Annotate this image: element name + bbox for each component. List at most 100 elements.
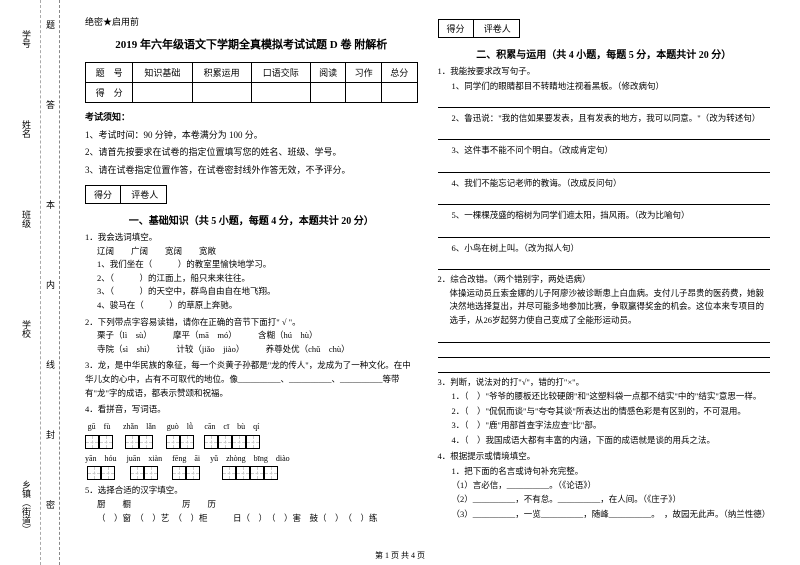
th: 总分	[381, 63, 417, 83]
td: 得 分	[86, 83, 133, 103]
answer-line[interactable]	[438, 226, 771, 238]
q-stem: 1．我能按要求改写句子。	[438, 65, 771, 79]
instructions: 考试须知： 1、考试时间：90 分钟，本卷满分为 100 分。 2、请首先按要求…	[85, 111, 418, 177]
q-sub: 1．把下面的名言或诗句补充完整。	[438, 464, 771, 478]
char-options: 厨 橱 厉 历	[85, 498, 418, 512]
question-2-4: 4．根据提示或情境填空。 1．把下面的名言或诗句补充完整。 （1）言必信，___…	[438, 450, 771, 521]
margin-label: 学校	[20, 320, 33, 338]
q-item: 1．（ ）"爷爷的腰板还比较硬朗"和"这塑料袋一点都不结实"中的"结实"意思一样…	[438, 389, 771, 403]
char-box[interactable]	[130, 466, 144, 480]
margin-label: 班级	[20, 210, 33, 228]
q-stem: 4．根据提示或情境填空。	[438, 450, 771, 464]
blank-cell[interactable]	[346, 83, 382, 103]
blank-cell[interactable]	[192, 83, 251, 103]
cut-mark: 题	[44, 20, 57, 29]
pinyin-label: yān hóu	[85, 453, 117, 466]
char-box[interactable]	[218, 435, 232, 449]
char-box[interactable]	[101, 466, 115, 480]
char-box[interactable]	[246, 435, 260, 449]
q-item: （1）言必信，__________。（《论语》）	[438, 478, 771, 492]
grader-label: 评卷人	[476, 20, 519, 37]
answer-line[interactable]	[438, 161, 771, 173]
answer-line[interactable]	[438, 258, 771, 270]
answer-line[interactable]	[438, 361, 771, 373]
th: 口语交际	[251, 63, 310, 83]
answer-line[interactable]	[438, 128, 771, 140]
char-box[interactable]	[166, 435, 180, 449]
q-item: 2．（ ）"侃侃而谈"与"夸夸其谈"所表达出的情感色彩是有区别的，不可混用。	[438, 404, 771, 418]
score-label: 得分	[439, 20, 474, 37]
score-table: 题 号 知识基础 积累运用 口语交际 阅读 习作 总分 得 分	[85, 62, 418, 103]
binding-margin: 学号 姓名 班级 学校 乡镇（街道） 题 答 本 内 线 封 密	[0, 0, 60, 565]
q-item: 4、骏马在（ ）的草原上奔驰。	[85, 299, 418, 313]
pinyin-label: cān cī bù qí	[204, 421, 259, 434]
q-item: （3）__________，一览__________，随峰__________。…	[438, 507, 771, 521]
char-box[interactable]	[99, 435, 113, 449]
char-group: yān hóu	[85, 453, 117, 481]
pinyin-label: zhǎn lǎn	[123, 421, 156, 434]
char-box[interactable]	[172, 466, 186, 480]
q-stem: 3．判断，说法对的打"√"，错的打"×"。	[438, 376, 771, 390]
right-column: 得分 评卷人 二、积累与运用（共 4 小题，每题 5 分，本题共计 20 分） …	[428, 15, 781, 555]
margin-label: 学号	[20, 30, 33, 48]
char-box[interactable]	[85, 435, 99, 449]
q-item: 栗子（lì sù） 摩平（mā mó） 含糊（hú hù）	[85, 329, 418, 343]
answer-line[interactable]	[438, 193, 771, 205]
blank-cell[interactable]	[133, 83, 192, 103]
instruction-item: 1、考试时间：90 分钟，本卷满分为 100 分。	[85, 129, 418, 143]
score-label: 得分	[86, 186, 121, 203]
blank-cell[interactable]	[310, 83, 346, 103]
q-stem: 5．选择合适的汉字填空。	[85, 484, 418, 498]
char-box[interactable]	[87, 466, 101, 480]
cut-mark: 答	[44, 100, 57, 109]
char-group: zhǎn lǎn	[123, 421, 156, 449]
char-box[interactable]	[236, 466, 250, 480]
q-item: 4、我们不能忘记老师的教诲。（改成反问句）	[438, 176, 771, 190]
char-box[interactable]	[125, 435, 139, 449]
q-item: 1、我们坐在（ ）的教室里愉快地学习。	[85, 258, 418, 272]
question-4: 4．看拼音，写词语。 gū fùzhǎn lǎnguò lǜcān cī bù …	[85, 403, 418, 480]
q-item: 3、这件事不能不问个明白。（改成肯定句）	[438, 143, 771, 157]
margin-label: 姓名	[20, 120, 33, 138]
q-stem: 2．综合改错。（两个错别字，两处语病）	[438, 273, 771, 287]
char-box[interactable]	[180, 435, 194, 449]
char-box[interactable]	[232, 435, 246, 449]
char-box[interactable]	[186, 466, 200, 480]
pinyin-label: gū fù	[88, 421, 111, 434]
q-item: 寺院（sì shì） 计较（jiǎo jiào） 养尊处优（chǔ chù）	[85, 343, 418, 357]
q-item: （ ）窗 （ ）艺 （ ）柜 日（ ） （ ）害 鼓（ ） （ ）练	[85, 512, 418, 526]
q-item: 2、鲁迅说："我的信如果要发表，且有发表的地方，我可以同意。"（改为转述句）	[438, 111, 771, 125]
question-2: 2．下列带点字容易读错，请你在正确的音节下面打" √ "。 栗子（lì sù） …	[85, 316, 418, 357]
cut-mark: 本	[44, 200, 57, 209]
blank-cell[interactable]	[251, 83, 310, 103]
char-box[interactable]	[204, 435, 218, 449]
char-box[interactable]	[144, 466, 158, 480]
exam-title: 2019 年六年级语文下学期全真模拟考试试题 D 卷 附解析	[85, 36, 418, 52]
th: 积累运用	[192, 63, 251, 83]
passage-text: 体操运动员丘索金娜的儿子阿廖沙被诊断患上白血病。支付儿子昂贵的医药费，她毅决然地…	[438, 287, 771, 328]
char-group: gū fù	[85, 421, 113, 449]
cut-mark: 封	[44, 430, 57, 439]
blank-cell[interactable]	[381, 83, 417, 103]
q-item: （2）__________，不有怠。__________，在人间。（《庄子》）	[438, 492, 771, 506]
answer-line[interactable]	[438, 331, 771, 343]
pinyin-label: yǔ zhòng bīng diào	[210, 453, 290, 466]
confidential-mark: 绝密★启用前	[85, 15, 418, 28]
grader-label: 评卷人	[123, 186, 166, 203]
q-item: 3、（ ）的天空中，群鸟自由自在地飞翔。	[85, 285, 418, 299]
q-stem: 3．龙，是中华民族的象征，每一个炎黄子孙都是"龙的传人"，龙成为了一种文化。在中…	[85, 359, 418, 400]
margin-label: 乡镇（街道）	[20, 480, 33, 534]
answer-line[interactable]	[438, 96, 771, 108]
th: 题 号	[86, 63, 133, 83]
instruction-item: 2、请首先按要求在试卷的指定位置填写您的姓名、班级、学号。	[85, 146, 418, 160]
pinyin-label: fēng āi	[172, 453, 200, 466]
char-box[interactable]	[139, 435, 153, 449]
cut-mark: 线	[44, 360, 57, 369]
char-box[interactable]	[250, 466, 264, 480]
instructions-title: 考试须知：	[85, 111, 418, 125]
answer-line[interactable]	[438, 346, 771, 358]
question-2-1: 1．我能按要求改写句子。 1、同学们的眼睛都目不转睛地注视着黑板。（修改病句） …	[438, 65, 771, 270]
q-item: 5、一棵棵茂盛的榕树为同学们遮太阳，挡风雨。（改为比喻句）	[438, 208, 771, 222]
char-box[interactable]	[222, 466, 236, 480]
char-box[interactable]	[264, 466, 278, 480]
